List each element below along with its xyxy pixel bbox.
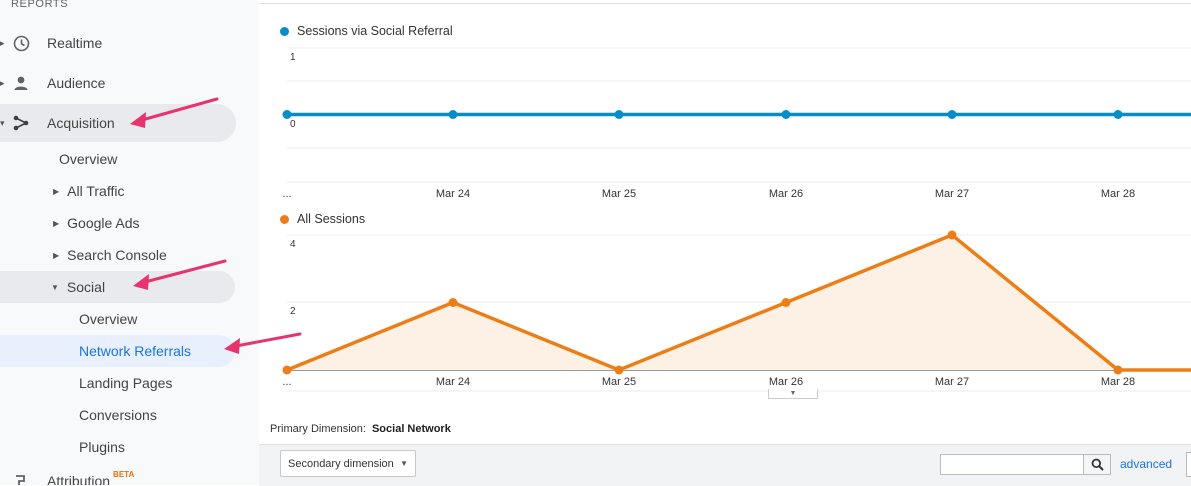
sidebar-item-conversions[interactable]: Conversions — [79, 400, 157, 430]
expand-caret-icon: ▶ — [53, 250, 60, 260]
primary-dimension-label: Primary Dimension: — [270, 423, 366, 435]
legend-dot-icon — [280, 26, 289, 36]
sidebar-item-attribution[interactable]: Attribution BETA — [0, 462, 236, 485]
sidebar-item-network-referrals[interactable]: Network Referrals — [0, 335, 235, 367]
data-point[interactable] — [781, 298, 791, 307]
x-tick-label: Mar 24 — [436, 188, 470, 200]
collapse-caret-icon: ▾ — [0, 117, 5, 128]
x-tick-label: Mar 25 — [602, 188, 636, 200]
x-tick-label: Mar 27 — [935, 188, 969, 200]
sidebar-item-label: Acquisition — [47, 115, 115, 131]
data-point[interactable] — [781, 110, 791, 119]
y-tick-label: 1 — [290, 52, 296, 63]
chart-collapse-toggle[interactable]: ▼ — [768, 389, 818, 399]
sidebar-item-label: All Traffic — [67, 183, 125, 199]
all-sessions-chart: 4 2... Mar 24 Mar 25 Mar 26 Mar 27 Mar 28 — [282, 230, 1191, 392]
acquisition-icon — [12, 114, 30, 132]
data-point[interactable] — [448, 298, 458, 307]
sidebar: REPORTS ▸ Realtime ▸ Audience ▾ Acquisit… — [0, 0, 259, 485]
data-point[interactable] — [614, 365, 624, 375]
search-icon — [1091, 458, 1104, 471]
primary-dimension-value[interactable]: Social Network — [371, 423, 451, 435]
x-tick-label: Mar 28 — [1101, 376, 1135, 388]
data-point[interactable] — [1113, 365, 1123, 375]
collapse-caret-icon: ▼ — [51, 282, 59, 292]
sessions-social-referral-chart: 1 0... Mar 24 Mar 25 Mar 26 Mar 27 Mar 28 — [282, 47, 1191, 200]
chevron-down-icon: ▼ — [400, 459, 408, 468]
secondary-dimension-dropdown[interactable]: Secondary dimension ▼ — [280, 450, 416, 477]
y-tick-label: 0 — [290, 119, 296, 130]
divider — [259, 3, 1191, 4]
expand-caret-icon: ▶ — [53, 218, 60, 228]
data-point[interactable] — [282, 110, 292, 119]
data-point[interactable] — [448, 110, 458, 119]
x-tick-label: ... — [282, 188, 291, 200]
person-icon — [12, 74, 30, 92]
x-tick-label: Mar 26 — [769, 376, 803, 388]
sidebar-item-label: Landing Pages — [79, 375, 173, 391]
sidebar-item-social[interactable]: ▼ Social — [0, 271, 235, 303]
x-tick-label: Mar 28 — [1101, 188, 1135, 200]
sidebar-item-label: Social — [66, 279, 106, 295]
sidebar-item-label: Overview — [79, 311, 138, 327]
sidebar-item-label: Google Ads — [67, 215, 140, 231]
data-point[interactable] — [1113, 110, 1123, 119]
search-button[interactable] — [1084, 454, 1111, 475]
secondary-dimension-label: Secondary dimension — [288, 457, 394, 470]
sidebar-item-acquisition-overview[interactable]: Overview — [59, 144, 117, 174]
attribution-icon — [12, 472, 30, 485]
reports-section-label: REPORTS — [11, 0, 69, 10]
beta-badge: BETA — [113, 470, 135, 479]
view-toggle-button[interactable] — [1186, 452, 1191, 477]
sidebar-item-label: Audience — [47, 75, 106, 91]
table-search-input[interactable] — [940, 454, 1084, 475]
sidebar-item-label: Conversions — [79, 407, 157, 423]
x-tick-label: Mar 27 — [935, 376, 969, 388]
legend-all-sessions: All Sessions — [280, 212, 365, 226]
data-point[interactable] — [947, 230, 957, 240]
sidebar-item-search-console[interactable]: ▶ Search Console — [53, 240, 167, 270]
table-toolbar: Secondary dimension ▼ advanced — [259, 444, 1191, 486]
sidebar-item-label: Overview — [59, 151, 118, 167]
data-point[interactable] — [282, 365, 292, 375]
legend-label: All Sessions — [297, 212, 366, 226]
sidebar-item-acquisition[interactable]: ▾ Acquisition — [0, 104, 236, 142]
x-tick-label: ... — [282, 376, 291, 388]
data-point[interactable] — [947, 110, 957, 119]
y-tick-label: 2 — [290, 306, 296, 317]
sidebar-item-google-ads[interactable]: ▶ Google Ads — [53, 208, 140, 238]
sidebar-item-label: Plugins — [79, 439, 125, 455]
clock-icon — [12, 34, 30, 52]
sidebar-item-realtime[interactable]: ▸ Realtime — [0, 24, 236, 62]
sidebar-item-label: Realtime — [47, 35, 103, 51]
legend-dot-icon — [280, 214, 289, 224]
x-tick-label: Mar 25 — [602, 376, 636, 388]
sidebar-item-label: Attribution BETA — [47, 470, 135, 485]
advanced-filter-link[interactable]: advanced — [1120, 457, 1173, 471]
sidebar-item-plugins[interactable]: Plugins — [79, 432, 125, 462]
sidebar-item-landing-pages[interactable]: Landing Pages — [79, 368, 172, 398]
sidebar-item-all-traffic[interactable]: ▶ All Traffic — [53, 176, 124, 206]
expand-caret-icon: ▶ — [53, 186, 60, 196]
legend-sessions-social-referral: Sessions via Social Referral — [280, 24, 453, 38]
attribution-label: Attribution — [47, 473, 111, 485]
sidebar-item-label: Network Referrals — [79, 343, 192, 359]
series-area — [287, 235, 1191, 370]
primary-dimension: Primary Dimension: Social Network — [270, 423, 451, 435]
report-main: Sessions via Social Referral All Session… — [259, 0, 1191, 486]
sidebar-item-social-overview[interactable]: Overview — [79, 304, 137, 334]
y-tick-label: 4 — [290, 239, 296, 250]
expand-caret-icon: ▸ — [0, 77, 5, 88]
data-point[interactable] — [614, 110, 624, 119]
x-tick-label: Mar 26 — [769, 188, 803, 200]
x-tick-label: Mar 24 — [436, 376, 470, 388]
expand-caret-icon: ▸ — [0, 37, 5, 48]
legend-label: Sessions via Social Referral — [297, 24, 453, 38]
sidebar-item-label: Search Console — [67, 247, 167, 263]
sidebar-item-audience[interactable]: ▸ Audience — [0, 64, 236, 102]
